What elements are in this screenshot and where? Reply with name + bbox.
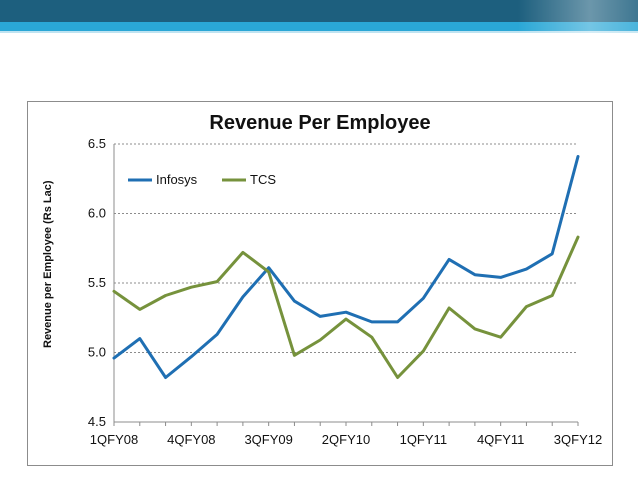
x-tick-label: 1QFY08 bbox=[90, 432, 138, 447]
gridlines bbox=[114, 143, 578, 353]
legend-label-infosys: Infosys bbox=[156, 172, 198, 187]
slide-header-bar bbox=[0, 0, 638, 22]
x-tick-label: 3QFY09 bbox=[244, 432, 292, 447]
line-chart: 4.5 5.0 5.5 6.0 6.5 1QFY08 4QFY08 3QFY09 2QFY10 1… bbox=[88, 136, 602, 447]
y-tick-label: 6.0 bbox=[88, 206, 106, 221]
y-tick-label: 5.0 bbox=[88, 345, 106, 360]
series-line-tcs bbox=[112, 235, 580, 379]
series-lines bbox=[112, 155, 580, 379]
x-tick-label: 1QFY11 bbox=[400, 432, 447, 447]
y-tick-label: 5.5 bbox=[88, 275, 106, 290]
x-tick-label: 2QFY10 bbox=[322, 432, 370, 447]
chart-frame: Revenue Per Employee Revenue per Employe… bbox=[27, 101, 613, 466]
tick-labels: 4.5 5.0 5.5 6.0 6.5 1QFY08 4QFY08 3QFY09 2QFY10 1… bbox=[88, 136, 602, 447]
legend-label-tcs: TCS bbox=[250, 172, 276, 187]
slide-header-accent bbox=[518, 0, 638, 33]
y-tick-label: 6.5 bbox=[88, 136, 106, 151]
x-tick-label: 3QFY12 bbox=[554, 432, 602, 447]
slide-header-strip bbox=[0, 22, 638, 31]
slide-header-line bbox=[0, 31, 638, 33]
axes bbox=[113, 144, 579, 426]
legend: Infosys TCS bbox=[128, 172, 276, 187]
y-tick-label: 4.5 bbox=[88, 414, 106, 429]
x-tick-label: 4QFY08 bbox=[167, 432, 215, 447]
x-tick-label: 4QFY11 bbox=[477, 432, 524, 447]
series-line-infosys bbox=[112, 155, 580, 379]
chart-title: Revenue Per Employee bbox=[209, 112, 431, 134]
